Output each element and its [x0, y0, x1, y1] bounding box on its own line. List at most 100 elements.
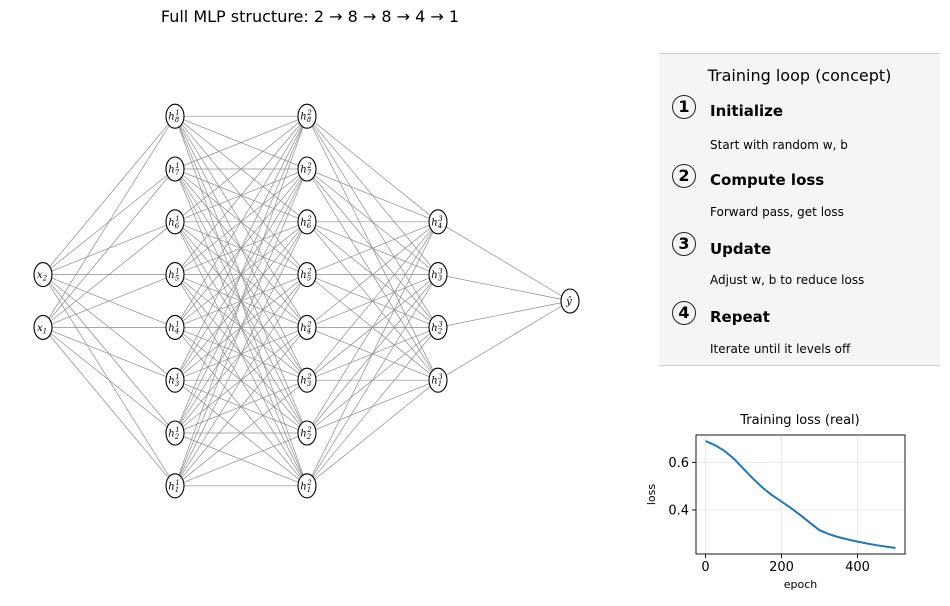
neuron-label: h42 — [300, 320, 312, 335]
connection-edge — [42, 168, 176, 275]
neuron-label: h33 — [431, 268, 443, 283]
network-edges — [42, 115, 571, 487]
neuron-node: h52 — [297, 262, 317, 288]
x-tick-label: 0 — [701, 560, 709, 575]
connection-edge — [42, 115, 176, 275]
connection-edge — [306, 274, 439, 381]
x-tick-label: 400 — [845, 560, 870, 575]
y-axis-label: loss — [645, 484, 658, 506]
step-4-number-icon: 4 — [672, 301, 696, 325]
connection-edge — [42, 274, 176, 434]
neuron-node: h11 — [165, 473, 185, 499]
neuron-node: h51 — [165, 262, 185, 288]
connection-edge — [42, 274, 176, 381]
y-tick-label: 0.4 — [668, 503, 689, 518]
step-1-title: Initialize — [710, 102, 784, 120]
step-3-description: Adjust w, b to reduce loss — [710, 273, 865, 287]
neuron-node: x1 — [33, 314, 53, 340]
neuron-node: ŷ — [560, 288, 580, 314]
connection-edge — [42, 274, 176, 486]
neuron-label: h41 — [168, 320, 179, 335]
neuron-node: h12 — [297, 473, 317, 499]
connection-edge — [174, 327, 308, 487]
neuron-node: h22 — [297, 420, 317, 446]
neuron-label: h82 — [300, 109, 312, 124]
neuron-node: h31 — [165, 367, 185, 393]
connection-edge — [306, 327, 439, 381]
neuron-label: x1 — [37, 323, 47, 336]
neuron-label: h12 — [300, 479, 312, 494]
step-4-description: Iterate until it levels off — [710, 342, 851, 356]
neuron-node: h42 — [297, 314, 317, 340]
neuron-node: x2 — [33, 262, 53, 288]
connection-edge — [437, 300, 571, 381]
diagram-title: Full MLP structure: 2 → 8 → 8 → 4 → 1 — [160, 7, 460, 26]
neuron-node: h23 — [428, 314, 448, 340]
connection-edge — [306, 115, 439, 223]
mlp-network-diagram: x1 x2 h11 h21 h31 h41 h51 h61 h71 h81 h12 h22 h32 h42… — [33, 103, 580, 499]
training-loop-panel: Training loop (concept) 1 Initialize Sta… — [659, 53, 940, 366]
neuron-label: h61 — [168, 215, 179, 230]
step-1-description: Start with random w, b — [710, 138, 848, 152]
connection-edge — [174, 432, 308, 487]
connection-edge — [306, 168, 439, 381]
connection-edge — [42, 327, 176, 487]
loss-chart: 0 200 400 0.4 0.6 epoch loss — [645, 434, 906, 591]
neuron-node: h33 — [428, 262, 448, 288]
neuron-node: h61 — [165, 209, 185, 235]
neuron-label: h81 — [168, 109, 179, 124]
neuron-label: h31 — [168, 373, 179, 388]
connection-edge — [174, 115, 308, 170]
y-tick-label: 0.6 — [668, 456, 689, 471]
connection-edge — [174, 116, 308, 381]
neuron-node: h81 — [165, 103, 185, 129]
panel-title: Training loop (concept) — [707, 66, 892, 85]
neuron-label: h52 — [300, 268, 312, 283]
loss-series-line — [705, 440, 896, 549]
loss-chart-title: Training loss (real) — [740, 413, 860, 428]
connection-edge — [42, 221, 176, 275]
network-nodes: x1 x2 h11 h21 h31 h41 h51 h61 h71 h81 h12 h22 h32 h42… — [33, 103, 580, 499]
neuron-label: h22 — [300, 426, 312, 441]
neuron-node: h21 — [165, 420, 185, 446]
step-2-number-icon: 2 — [672, 164, 696, 188]
step-1-number-icon: 1 — [672, 95, 696, 119]
neuron-label: h13 — [431, 373, 443, 388]
neuron-label: h71 — [168, 162, 179, 177]
chart-grid — [696, 435, 905, 554]
connection-edge — [174, 168, 308, 486]
neuron-label: x2 — [37, 270, 48, 283]
step-3-number-icon: 3 — [672, 232, 696, 256]
connection-edge — [306, 379, 439, 434]
connection-edge — [174, 221, 308, 486]
neuron-label: h51 — [168, 268, 179, 283]
neuron-node: h13 — [428, 367, 448, 393]
connection-edge — [437, 300, 571, 328]
neuron-label: h43 — [431, 215, 443, 230]
connection-edge — [437, 221, 571, 302]
connection-edge — [174, 274, 308, 486]
neuron-node: h41 — [165, 314, 185, 340]
neuron-label: h21 — [168, 426, 179, 441]
x-tick-label: 200 — [769, 560, 794, 575]
chart-frame — [695, 434, 906, 555]
neuron-label: h11 — [168, 479, 179, 494]
neuron-label: h32 — [300, 373, 312, 388]
step-2-description: Forward pass, get loss — [710, 205, 844, 219]
neuron-node: h82 — [297, 103, 317, 129]
connection-edge — [174, 116, 308, 328]
connection-edge — [306, 221, 439, 381]
connection-edge — [174, 116, 308, 486]
connection-edge — [306, 379, 439, 487]
neuron-node: h62 — [297, 209, 317, 235]
connection-edge — [306, 116, 439, 381]
neuron-label: h62 — [300, 215, 312, 230]
connection-edge — [174, 116, 308, 434]
neuron-label: h72 — [300, 162, 312, 177]
connection-edge — [42, 274, 176, 328]
connection-edge — [174, 115, 308, 275]
neuron-node: h32 — [297, 367, 317, 393]
neuron-node: h71 — [165, 156, 185, 182]
connection-edge — [174, 115, 308, 223]
connection-edge — [306, 115, 439, 275]
